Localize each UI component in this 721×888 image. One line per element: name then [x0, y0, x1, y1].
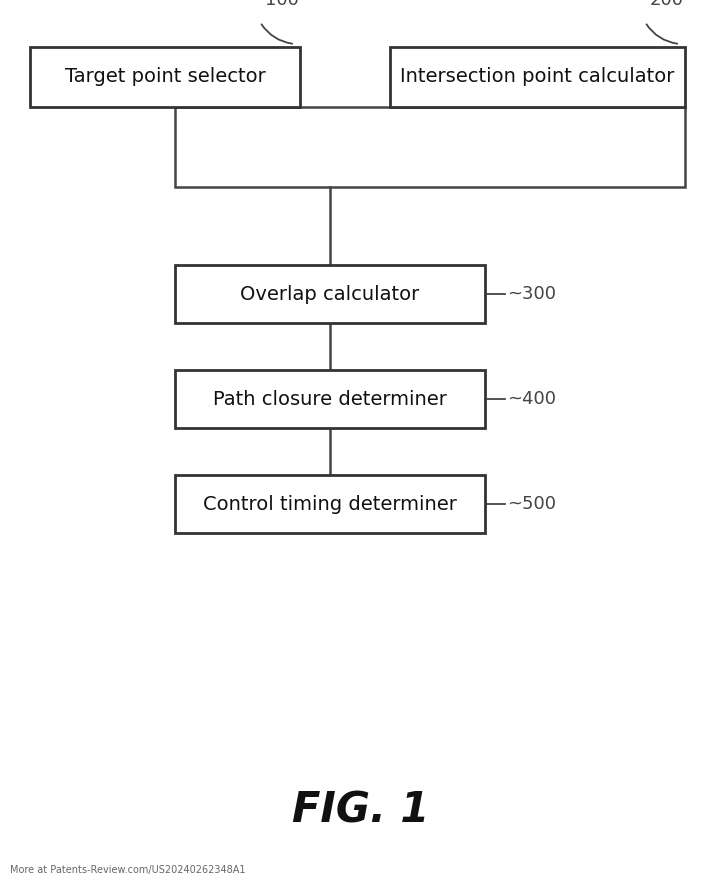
FancyBboxPatch shape [175, 370, 485, 428]
Text: More at Patents-Review.com/US20240262348A1: More at Patents-Review.com/US20240262348… [10, 865, 245, 875]
FancyBboxPatch shape [175, 475, 485, 533]
Text: ~500: ~500 [507, 495, 556, 513]
Text: Path closure determiner: Path closure determiner [213, 390, 447, 408]
FancyBboxPatch shape [30, 47, 300, 107]
Text: FIG. 1: FIG. 1 [292, 789, 429, 831]
Text: 200: 200 [650, 0, 684, 9]
Text: ~400: ~400 [507, 390, 556, 408]
Text: 100: 100 [265, 0, 299, 9]
Text: Control timing determiner: Control timing determiner [203, 495, 457, 513]
FancyBboxPatch shape [175, 265, 485, 323]
Text: Target point selector: Target point selector [65, 67, 265, 86]
Text: ~300: ~300 [507, 285, 556, 303]
Text: Overlap calculator: Overlap calculator [240, 284, 420, 304]
FancyBboxPatch shape [175, 107, 685, 187]
Text: Intersection point calculator: Intersection point calculator [400, 67, 675, 86]
FancyBboxPatch shape [390, 47, 685, 107]
